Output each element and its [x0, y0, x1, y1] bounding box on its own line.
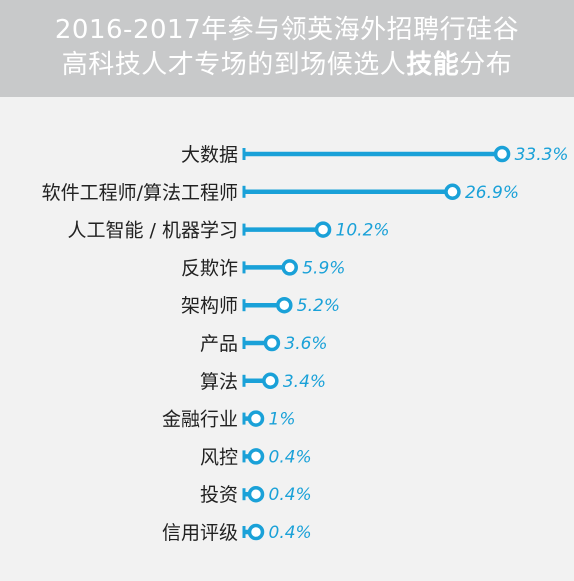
category-label: 反欺诈	[181, 257, 238, 279]
title-line-1: 2016-2017年参与领英海外招聘行硅谷	[54, 15, 520, 45]
category-label: 大数据	[181, 144, 238, 166]
category-label: 软件工程师/算法工程师	[42, 182, 238, 204]
value-label: 10.2%	[336, 221, 390, 241]
title-line-2-suffix: 分布	[459, 50, 513, 80]
bar-end-marker	[281, 259, 298, 276]
bar-end-marker	[247, 448, 265, 465]
chart-row: 大数据 33.3%	[181, 144, 569, 166]
bar-end-marker	[247, 523, 265, 541]
chart-row: 算法 3.4%	[200, 371, 326, 393]
value-label: 5.9%	[302, 258, 345, 278]
value-label: 33.3%	[515, 145, 569, 165]
chart-row: 投资 0.4%	[200, 484, 312, 506]
value-label: 3.6%	[284, 334, 327, 354]
value-label: 0.4%	[269, 523, 312, 543]
bar-end-marker	[314, 221, 332, 238]
title-line-2-prefix: 高科技人才专场的到场候选人	[61, 50, 407, 80]
category-label: 产品	[200, 333, 238, 355]
value-label: 5.2%	[297, 296, 340, 316]
category-label: 投资	[200, 484, 238, 506]
bar-end-marker	[247, 485, 265, 503]
category-label: 金融行业	[162, 409, 238, 431]
bar-end-marker	[444, 183, 461, 201]
bar-end-marker	[262, 372, 279, 390]
bar-end-marker	[247, 410, 265, 427]
chart-row: 软件工程师/算法工程师 26.9%	[42, 182, 519, 204]
category-label: 架构师	[181, 295, 238, 317]
chart-row: 反欺诈 5.9%	[181, 257, 345, 279]
value-label: 26.9%	[465, 183, 519, 203]
chart-row: 架构师 5.2%	[181, 295, 340, 317]
title-banner: 2016-2017年参与领英海外招聘行硅谷 高科技人才专场的到场候选人技能分布	[0, 0, 574, 97]
value-label: 0.4%	[269, 447, 312, 467]
category-label: 人工智能 / 机器学习	[68, 220, 238, 242]
value-label: 3.4%	[283, 372, 326, 392]
chart-row: 人工智能 / 机器学习 10.2%	[68, 220, 390, 242]
category-label: 算法	[200, 371, 238, 393]
value-label: 0.4%	[269, 485, 312, 505]
chart-row: 风控 0.4%	[200, 446, 312, 468]
title-line-2: 高科技人才专场的到场候选人技能分布	[0, 48, 574, 82]
chart-row: 产品 3.6%	[200, 333, 328, 355]
chart-row: 金融行业 1%	[162, 409, 296, 431]
category-label: 风控	[200, 446, 238, 468]
value-label: 1%	[269, 410, 296, 430]
bar-end-marker	[263, 334, 281, 352]
bar-end-marker	[493, 145, 511, 163]
category-label: 信用评级	[162, 522, 238, 544]
bar-end-marker	[276, 296, 293, 314]
chart-row: 信用评级 0.4%	[162, 522, 312, 544]
title-line-2-bold: 技能	[406, 50, 460, 80]
